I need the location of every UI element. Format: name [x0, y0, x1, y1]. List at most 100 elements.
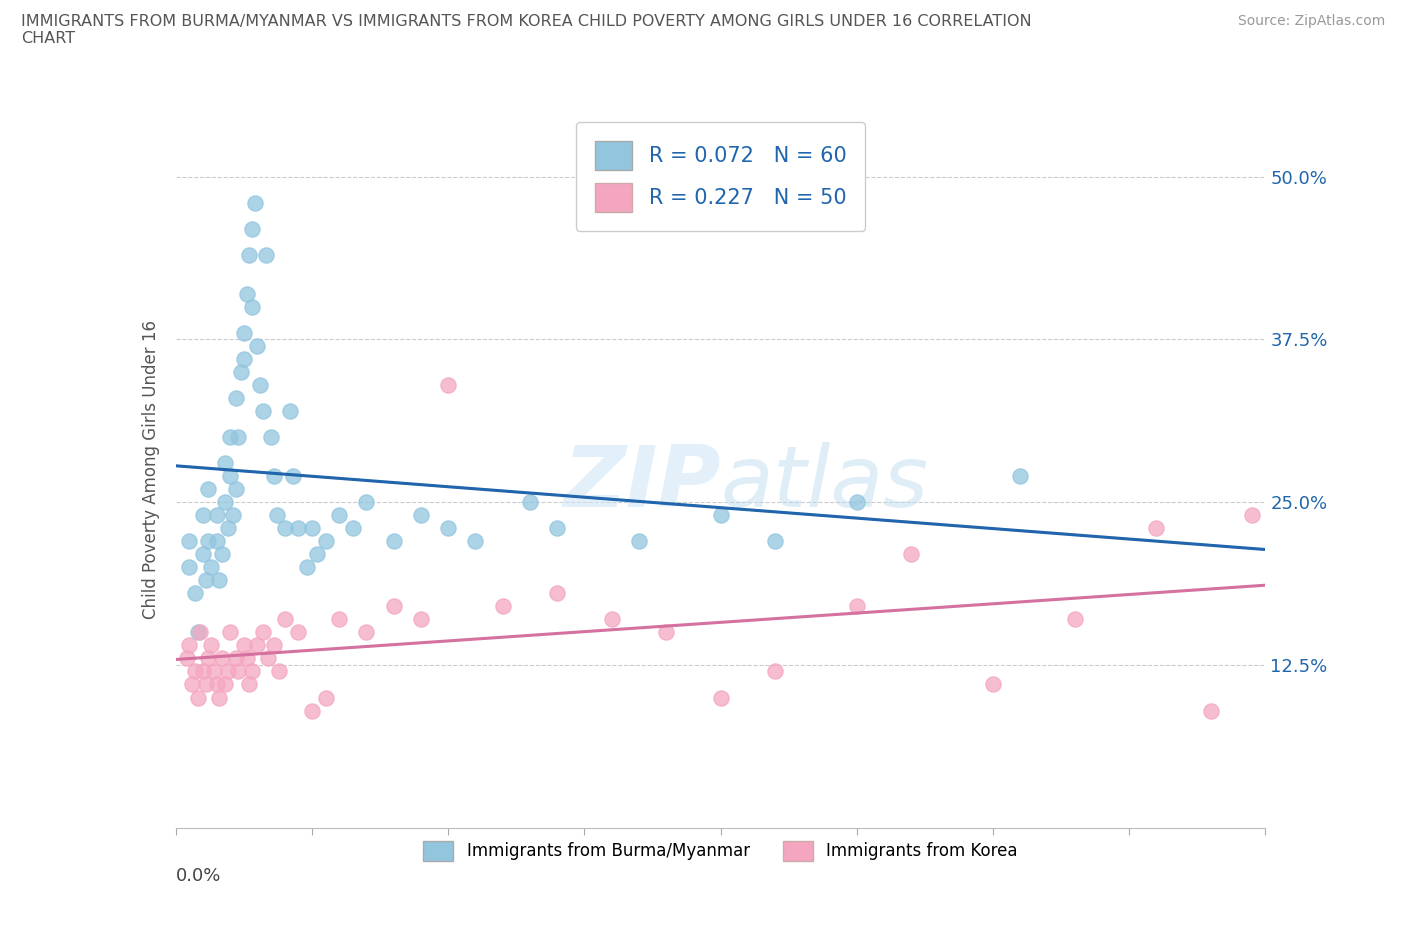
- Point: [205, 534, 228, 549]
- Point: [246, 339, 269, 353]
- Point: [356, 625, 378, 640]
- Point: [176, 651, 198, 666]
- Point: [464, 534, 486, 549]
- Point: [519, 495, 541, 510]
- Point: [315, 534, 337, 549]
- Text: atlas: atlas: [721, 443, 928, 525]
- Point: [281, 469, 304, 484]
- Point: [200, 638, 222, 653]
- Point: [246, 638, 269, 653]
- Point: [492, 599, 515, 614]
- Point: [295, 560, 318, 575]
- Point: [655, 625, 678, 640]
- Point: [257, 651, 280, 666]
- Point: [197, 534, 219, 549]
- Point: [600, 612, 623, 627]
- Point: [266, 508, 288, 523]
- Point: [232, 638, 254, 653]
- Point: [222, 508, 245, 523]
- Point: [232, 352, 254, 366]
- Point: [287, 521, 309, 536]
- Point: [328, 612, 350, 627]
- Point: [710, 690, 733, 705]
- Point: [252, 404, 274, 418]
- Point: [243, 195, 266, 210]
- Point: [235, 286, 257, 301]
- Point: [191, 508, 214, 523]
- Point: [200, 560, 222, 575]
- Point: [845, 495, 868, 510]
- Point: [546, 521, 568, 536]
- Point: [254, 247, 277, 262]
- Point: [225, 651, 247, 666]
- Point: [981, 677, 1004, 692]
- Point: [179, 638, 201, 653]
- Point: [179, 560, 201, 575]
- Point: [205, 677, 228, 692]
- Point: [197, 482, 219, 497]
- Point: [437, 521, 460, 536]
- Point: [238, 677, 260, 692]
- Point: [546, 586, 568, 601]
- Point: [181, 677, 204, 692]
- Point: [342, 521, 364, 536]
- Point: [228, 664, 250, 679]
- Point: [382, 534, 405, 549]
- Point: [409, 508, 432, 523]
- Point: [211, 651, 233, 666]
- Point: [219, 430, 242, 445]
- Point: [232, 326, 254, 340]
- Point: [240, 221, 263, 236]
- Point: [240, 299, 263, 314]
- Point: [382, 599, 405, 614]
- Point: [437, 378, 460, 392]
- Point: [763, 664, 786, 679]
- Point: [179, 534, 201, 549]
- Point: [214, 495, 236, 510]
- Y-axis label: Child Poverty Among Girls Under 16: Child Poverty Among Girls Under 16: [142, 320, 160, 619]
- Point: [231, 365, 253, 379]
- Point: [184, 664, 207, 679]
- Point: [214, 677, 236, 692]
- Point: [287, 625, 309, 640]
- Point: [627, 534, 650, 549]
- Point: [252, 625, 274, 640]
- Point: [214, 456, 236, 471]
- Point: [202, 664, 225, 679]
- Point: [235, 651, 257, 666]
- Point: [269, 664, 291, 679]
- Point: [194, 573, 217, 588]
- Point: [191, 547, 214, 562]
- Point: [315, 690, 337, 705]
- Point: [217, 664, 239, 679]
- Point: [228, 430, 250, 445]
- Point: [219, 469, 242, 484]
- Point: [184, 586, 207, 601]
- Point: [328, 508, 350, 523]
- Point: [238, 247, 260, 262]
- Point: [197, 651, 219, 666]
- Point: [301, 703, 323, 718]
- Point: [274, 521, 297, 536]
- Point: [1240, 508, 1263, 523]
- Point: [205, 508, 228, 523]
- Point: [1199, 703, 1222, 718]
- Point: [240, 664, 263, 679]
- Text: Source: ZipAtlas.com: Source: ZipAtlas.com: [1237, 14, 1385, 28]
- Point: [225, 482, 247, 497]
- Point: [356, 495, 378, 510]
- Point: [225, 391, 247, 405]
- Text: IMMIGRANTS FROM BURMA/MYANMAR VS IMMIGRANTS FROM KOREA CHILD POVERTY AMONG GIRLS: IMMIGRANTS FROM BURMA/MYANMAR VS IMMIGRA…: [21, 14, 1032, 46]
- Point: [1010, 469, 1032, 484]
- Point: [1063, 612, 1085, 627]
- Point: [211, 547, 233, 562]
- Point: [186, 625, 209, 640]
- Legend: Immigrants from Burma/Myanmar, Immigrants from Korea: Immigrants from Burma/Myanmar, Immigrant…: [415, 832, 1026, 870]
- Point: [263, 638, 285, 653]
- Point: [409, 612, 432, 627]
- Point: [260, 430, 283, 445]
- Point: [278, 404, 301, 418]
- Point: [307, 547, 329, 562]
- Point: [900, 547, 922, 562]
- Text: ZIP: ZIP: [562, 443, 721, 525]
